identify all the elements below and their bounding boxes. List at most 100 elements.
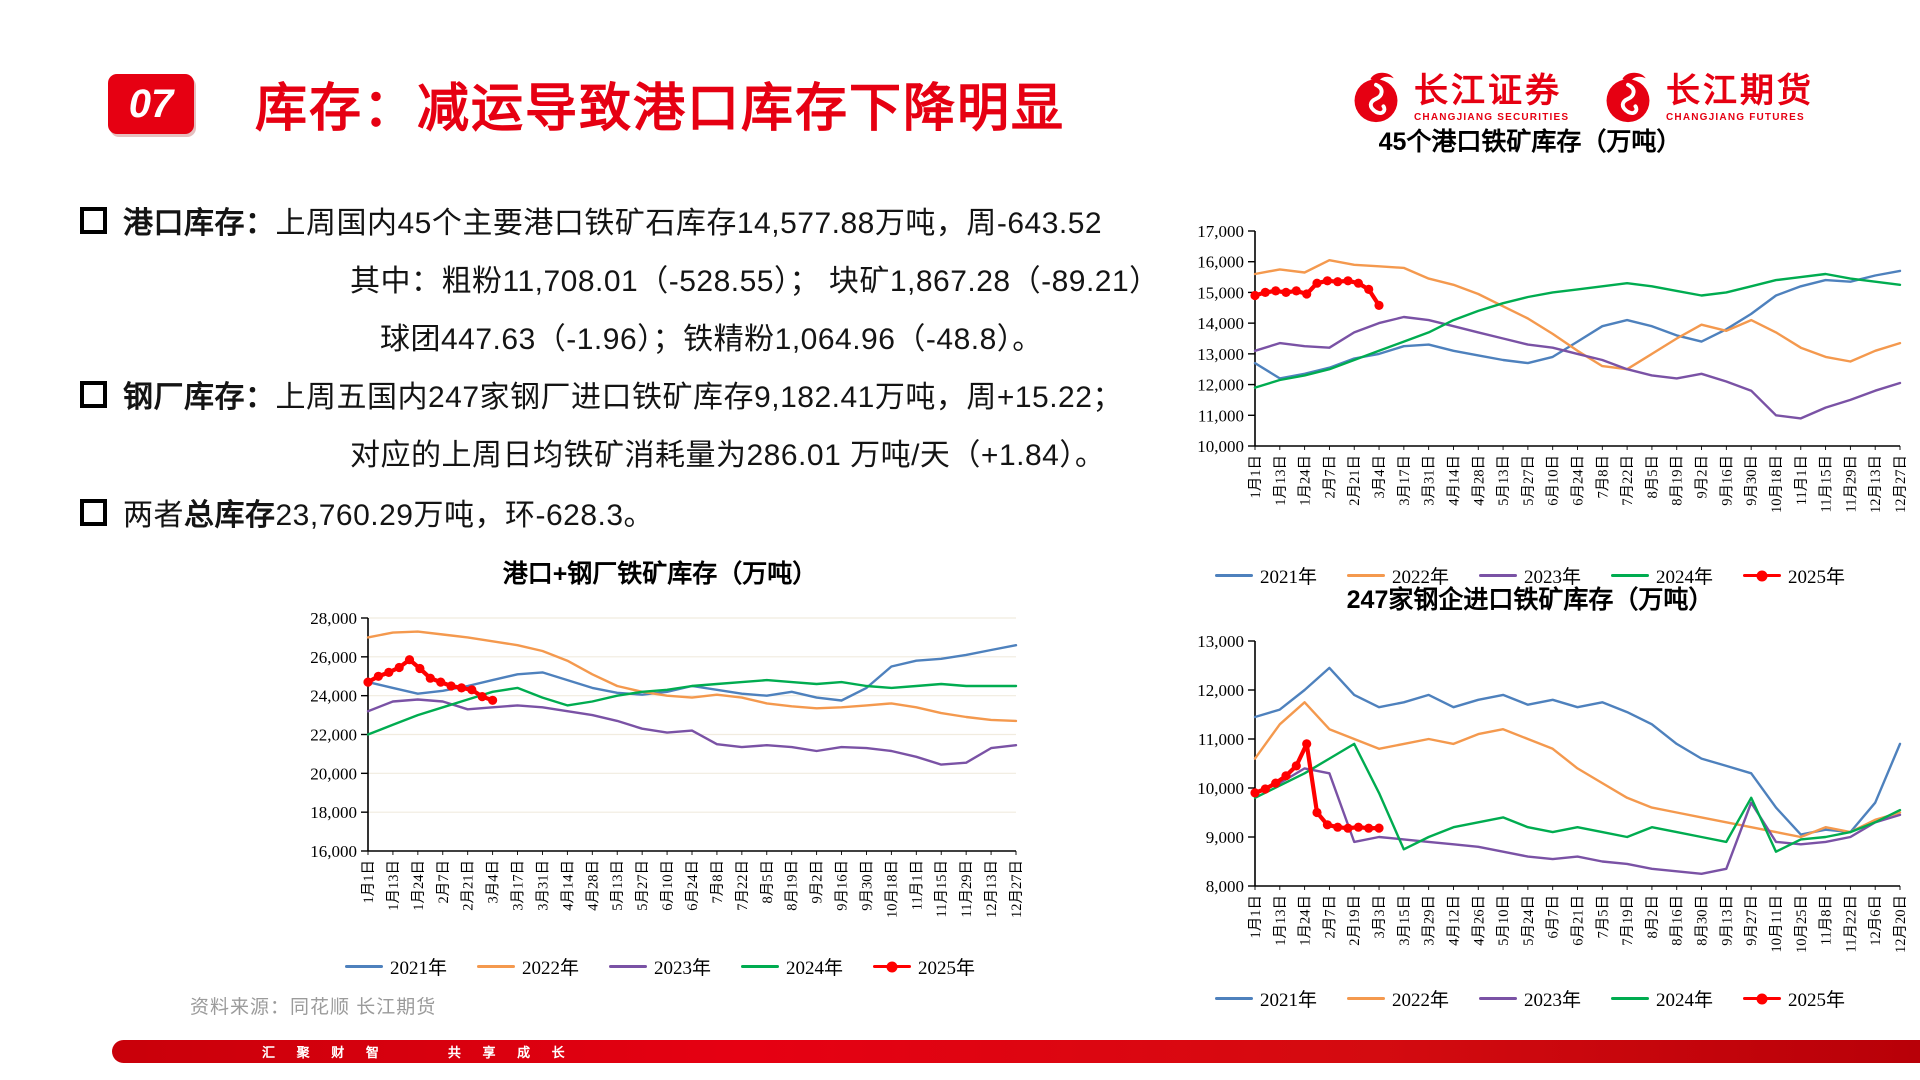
- chart-legend: 2021年 2022年 2023年 2024年 2025年: [260, 953, 1060, 980]
- legend-item: 2025年: [1743, 985, 1845, 1012]
- series-marker: [477, 692, 487, 702]
- legend-label: 2024年: [1656, 990, 1714, 1011]
- legend-marker-dot-icon: [886, 961, 898, 972]
- series-marker: [1312, 807, 1322, 818]
- series-marker: [425, 673, 435, 683]
- bullet-square-icon: [80, 207, 107, 234]
- y-tick-label: 20,000: [310, 764, 357, 783]
- x-tick-label: 11月1日: [1794, 455, 1810, 505]
- bullet-label: 总库存: [184, 499, 276, 532]
- series-marker: [415, 663, 425, 674]
- series-marker: [488, 695, 498, 705]
- x-tick-label: 8月16日: [1670, 895, 1686, 946]
- legend-swatch-icon: [1743, 570, 1782, 581]
- legend-marker-dot-icon: [1756, 993, 1768, 1004]
- y-tick-label: 14,000: [1197, 314, 1244, 333]
- x-tick-label: 11月22日: [1843, 895, 1859, 952]
- y-tick-label: 16,000: [310, 842, 357, 861]
- series-marker: [1250, 788, 1260, 798]
- series-line-2021年: [1253, 269, 1902, 380]
- legend-label: 2022年: [1391, 567, 1449, 588]
- legend-item: 2024年: [1611, 562, 1713, 589]
- bullet-mill-inventory: 钢厂库存：上周五国内247家钢厂进口铁矿库存9,182.41万吨，周+15.22…: [80, 372, 1123, 416]
- y-tick-label: 10,000: [1197, 437, 1244, 456]
- x-tick-label: 4月28日: [585, 860, 601, 911]
- x-tick-label: 5月27日: [635, 860, 651, 911]
- x-tick-label: 6月7日: [1546, 895, 1562, 939]
- x-tick-label: 12月27日: [1893, 455, 1909, 513]
- x-tick-label: 6月24日: [1571, 455, 1587, 506]
- x-tick-label: 11月1日: [909, 860, 925, 910]
- series-line-2023年: [366, 698, 1018, 766]
- legend-item: 2023年: [608, 953, 711, 980]
- bullet-total-inventory: 两者总库存23,760.29万吨，环-628.3。: [80, 490, 654, 534]
- x-tick-label: 4月12日: [1446, 895, 1462, 946]
- legend-swatch-icon: [1346, 997, 1385, 1000]
- x-tick-label: 6月10日: [660, 860, 676, 911]
- mills-247-imported-inventory-plot-area: 8,000 9,000 10,000 11,000 12,000 13,000 1月1日 1月…: [1197, 632, 1909, 953]
- y-tick-label: 13,000: [1197, 345, 1244, 364]
- y-tick-label: 8,000: [1206, 877, 1244, 896]
- x-tick-label: 5月13日: [610, 860, 626, 911]
- series-marker: [1302, 289, 1312, 299]
- x-tick-label: 11月15日: [934, 860, 950, 917]
- chart-45-ports-inventory: 45个港口铁矿库存（万吨） 10,000 11,000 12,000 13,000 14…: [1140, 124, 1920, 589]
- x-tick-label: 9月2日: [1695, 455, 1711, 499]
- bullet-port-inventory: 港口库存：上周国内45个主要港口铁矿石库存14,577.88万吨，周-643.5…: [80, 198, 1102, 242]
- legend-item: 2023年: [1478, 562, 1581, 589]
- x-tick-label: 2月21日: [461, 860, 477, 911]
- legend-swatch-icon: [873, 961, 912, 972]
- page-number-badge: 07: [108, 74, 194, 134]
- y-tick-label: 10,000: [1197, 779, 1244, 798]
- y-tick-label: 18,000: [310, 803, 357, 822]
- series-line-2022年: [1253, 701, 1902, 839]
- chart-title: 247家钢企进口铁矿库存（万吨）: [1346, 586, 1714, 614]
- legend-swatch-icon: [476, 965, 515, 968]
- x-tick-label: 5月13日: [1496, 455, 1512, 506]
- bullet-text: 23,760.29万吨，环-628.3。: [275, 499, 655, 532]
- y-tick-label: 26,000: [310, 648, 357, 667]
- series-marker: [1291, 286, 1301, 296]
- x-tick-label: 9月27日: [1744, 895, 1760, 946]
- legend-item: 2022年: [476, 953, 579, 980]
- x-tick-label: 12月6日: [1868, 895, 1884, 946]
- series-marker: [456, 683, 467, 693]
- y-tick-label: 16,000: [1197, 253, 1244, 272]
- changjiang-futures-logo: 长江期货 CHANGJIANG FUTURES: [1600, 68, 1814, 129]
- legend-item: 2024年: [741, 953, 843, 980]
- logo-name-cn: 长江证券: [1414, 72, 1562, 110]
- x-tick-label: 3月29日: [1422, 895, 1438, 946]
- y-tick-label: 17,000: [1197, 222, 1244, 241]
- x-tick-label: 3月17日: [511, 860, 527, 911]
- series-marker: [446, 681, 456, 691]
- legend-swatch-icon: [1743, 993, 1782, 1004]
- x-tick-label: 10月25日: [1794, 895, 1810, 953]
- series-marker: [373, 671, 383, 681]
- series-marker: [467, 685, 477, 695]
- x-tick-label: 2月7日: [1322, 895, 1338, 939]
- series-marker: [384, 667, 394, 677]
- series-marker: [1281, 287, 1291, 297]
- changjiang-securities-logo: 长江证券 CHANGJIANG SECURITIES: [1348, 68, 1569, 129]
- series-marker: [1271, 286, 1281, 296]
- series-line-2023年: [1253, 767, 1902, 876]
- bullet-text: 两者: [123, 499, 184, 532]
- legend-label: 2021年: [389, 958, 447, 979]
- bullet-text: 上周国内45个主要港口铁矿石库存14,577.88万吨，周-643.52: [275, 207, 1103, 240]
- y-tick-label: 9,000: [1206, 828, 1244, 847]
- legend-swatch-icon: [1611, 997, 1649, 1000]
- x-tick-label: 7月22日: [1620, 455, 1636, 506]
- x-tick-label: 5月24日: [1521, 895, 1537, 946]
- x-tick-label: 10月11日: [1769, 895, 1785, 952]
- legend-label: 2023年: [1523, 990, 1581, 1011]
- series-marker: [1374, 300, 1384, 310]
- x-tick-label: 12月13日: [984, 860, 1000, 918]
- y-tick-label: 13,000: [1197, 632, 1244, 651]
- x-tick-label: 11月8日: [1819, 895, 1835, 945]
- ports-plus-mills-inventory-plot-area: 16,000 18,000 20,000 22,000 24,000 26,000 28,0…: [310, 609, 1025, 918]
- legend-label: 2022年: [521, 958, 579, 979]
- legend-item: 2021年: [1214, 985, 1317, 1012]
- x-tick-label: 8月19日: [1670, 455, 1686, 506]
- legend-label: 2025年: [1788, 990, 1846, 1011]
- x-tick-label: 8月5日: [760, 860, 776, 904]
